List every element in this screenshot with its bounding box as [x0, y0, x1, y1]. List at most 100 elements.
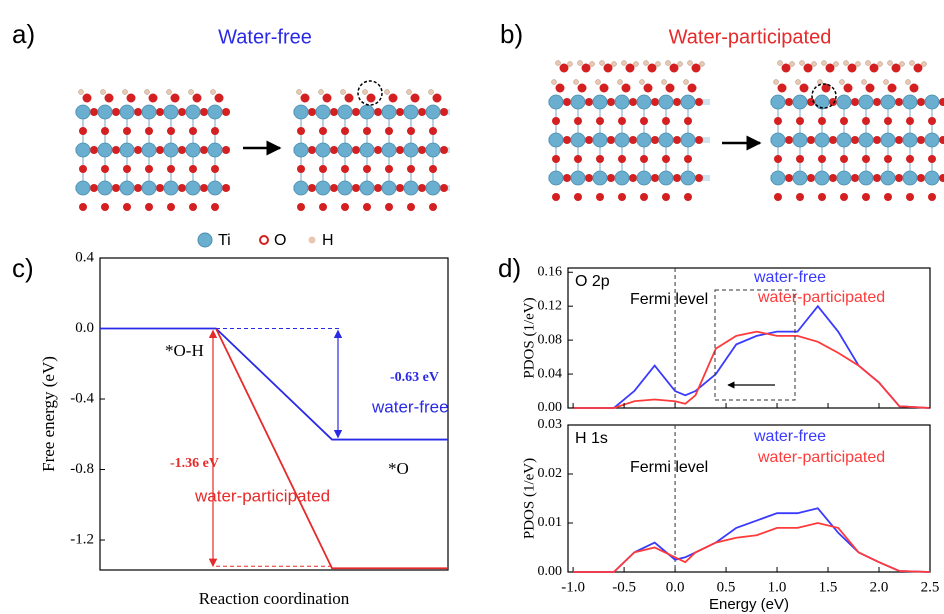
- o-atom: [928, 155, 936, 163]
- o-atom: [112, 184, 120, 192]
- ti-atom: [208, 105, 222, 119]
- h-atom: [612, 62, 617, 67]
- ti-atom: [164, 105, 178, 119]
- o-atom: [862, 155, 870, 163]
- o-atom: [818, 117, 826, 125]
- ti-atom: [98, 105, 112, 119]
- x-axis-label: Energy (eV): [709, 596, 789, 613]
- ti-atom: [404, 181, 418, 195]
- o-atom: [552, 155, 560, 163]
- ti-atom: [571, 133, 585, 147]
- o-atom: [156, 146, 164, 154]
- o-atom: [804, 64, 813, 73]
- o-atom: [352, 184, 360, 192]
- o-atom: [374, 146, 382, 154]
- ti-atom: [771, 133, 785, 147]
- annotation: water-free: [753, 428, 826, 445]
- ti-atom: [659, 171, 673, 185]
- o-atom: [607, 98, 615, 106]
- ti-atom: [681, 133, 695, 147]
- ti-atom: [593, 171, 607, 185]
- o-atom: [418, 184, 426, 192]
- legend-atom: [309, 237, 315, 243]
- o-atom: [807, 174, 815, 182]
- h-atom: [363, 90, 368, 95]
- annotation: *O-H: [165, 341, 204, 360]
- o-atom: [385, 203, 393, 211]
- h-atom: [666, 61, 671, 66]
- ti-atom: [571, 95, 585, 109]
- o-atom: [407, 165, 415, 173]
- o-atom: [90, 184, 98, 192]
- y-tick-label: -0.4: [70, 390, 94, 406]
- o-atom: [604, 64, 613, 73]
- o-atom: [297, 165, 305, 173]
- o-atom: [297, 127, 305, 135]
- h-atom: [688, 61, 693, 66]
- ti-atom: [382, 181, 396, 195]
- o-atom: [695, 136, 703, 144]
- o-atom: [574, 193, 582, 201]
- y-tick-label: 0.03: [538, 417, 563, 432]
- o-atom: [79, 203, 87, 211]
- ti-atom: [426, 105, 440, 119]
- h-atom: [700, 62, 705, 67]
- ti-atom: [426, 181, 440, 195]
- panel-label: a): [12, 19, 35, 49]
- o-atom: [123, 203, 131, 211]
- y-tick-label: 0.01: [538, 515, 563, 530]
- o-atom: [848, 64, 857, 73]
- ti-atom: [76, 143, 90, 157]
- legend-label: O: [274, 232, 286, 249]
- o-atom: [670, 64, 679, 73]
- h-atom: [101, 90, 106, 95]
- ti-atom: [815, 133, 829, 147]
- o-atom: [101, 165, 109, 173]
- ti-atom: [681, 171, 695, 185]
- ti-atom: [404, 143, 418, 157]
- x-tick-label: 2.5: [921, 579, 940, 595]
- h-atom: [878, 62, 883, 67]
- ti-atom: [859, 95, 873, 109]
- ti-atom: [859, 133, 873, 147]
- ti-atom: [615, 133, 629, 147]
- x-axis-label: Reaction coordination: [199, 589, 350, 608]
- h-atom: [910, 61, 915, 66]
- ti-atom: [925, 95, 939, 109]
- o-atom: [127, 94, 136, 103]
- o-atom: [552, 117, 560, 125]
- h-atom: [341, 90, 346, 95]
- ti-atom: [925, 133, 939, 147]
- h-atom: [640, 80, 645, 85]
- o-atom: [330, 184, 338, 192]
- o-atom: [807, 136, 815, 144]
- o-atom: [774, 117, 782, 125]
- series-line: [573, 508, 930, 572]
- y-axis-label: Free energy (eV): [39, 356, 58, 472]
- ti-atom: [793, 95, 807, 109]
- o-atom: [189, 203, 197, 211]
- ti-atom: [142, 105, 156, 119]
- o-atom: [319, 165, 327, 173]
- ti-atom: [771, 95, 785, 109]
- ti-atom: [615, 171, 629, 185]
- ti-atom: [404, 105, 418, 119]
- o-atom: [684, 155, 692, 163]
- o-atom: [851, 174, 859, 182]
- o-atom: [79, 127, 87, 135]
- o-atom: [134, 146, 142, 154]
- h-atom: [578, 61, 583, 66]
- h-atom: [385, 90, 390, 95]
- o-atom: [596, 193, 604, 201]
- o-atom: [563, 98, 571, 106]
- structure-title: Water-participated: [669, 26, 832, 48]
- ti-atom: [294, 105, 308, 119]
- o-atom: [178, 146, 186, 154]
- o-atom: [618, 193, 626, 201]
- o-atom: [323, 94, 332, 103]
- o-atom: [673, 136, 681, 144]
- o-atom: [673, 98, 681, 106]
- panel-label: d): [498, 253, 521, 283]
- y-tick-label: 0.08: [538, 332, 563, 347]
- annotation: -0.63 eV: [390, 370, 439, 385]
